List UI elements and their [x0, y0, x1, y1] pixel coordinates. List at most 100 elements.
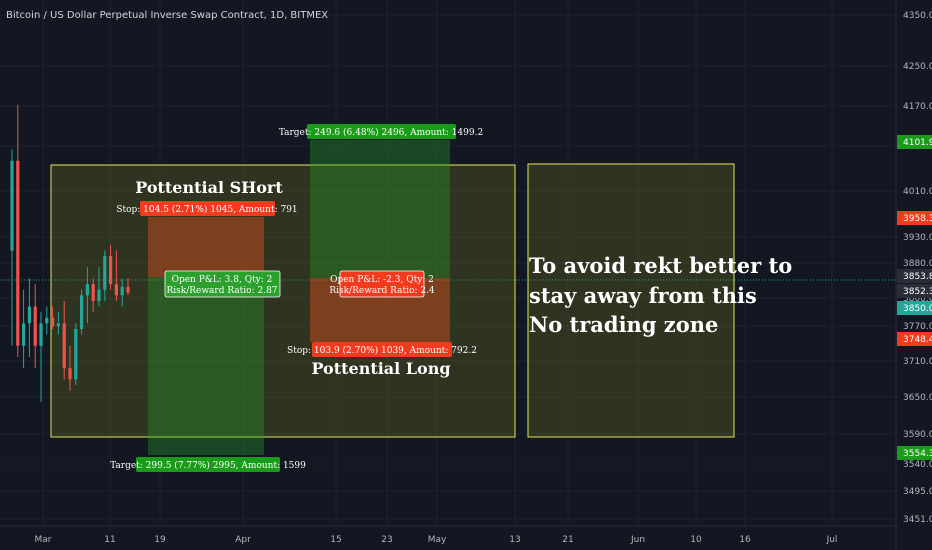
time-tick-label: 21 [562, 535, 573, 545]
candle[interactable] [120, 278, 124, 307]
time-tick-label: 10 [690, 535, 702, 545]
short-stop-area[interactable] [148, 217, 264, 277]
candle[interactable] [68, 345, 72, 391]
short-target-badge[interactable] [136, 457, 280, 472]
left-no-trade-zone[interactable] [50, 164, 516, 438]
candle[interactable] [74, 323, 78, 386]
time-tick-label: 11 [104, 535, 115, 545]
candle[interactable] [27, 278, 31, 357]
price-tag: 4101.9 [897, 135, 932, 149]
long-info-line1: Open P&L: -2.3, Qty: 2 [330, 275, 434, 285]
price-tag-bg [897, 301, 932, 315]
candle-body [91, 284, 95, 301]
short-target-area[interactable] [148, 277, 264, 455]
candle[interactable] [22, 289, 26, 369]
long-target-badge[interactable] [307, 124, 456, 139]
long-zone-heading: Pottential Long [311, 359, 450, 378]
candle-body [39, 323, 43, 346]
price-tag-label: 4101.9 [903, 138, 932, 148]
chart-title: Bitcoin / US Dollar Perpetual Inverse Sw… [6, 10, 328, 21]
candle-body [74, 328, 78, 380]
long-info-badge[interactable] [339, 270, 425, 298]
candle[interactable] [80, 289, 84, 335]
candle[interactable] [103, 250, 107, 301]
price-tick-label: 3930.0 [903, 233, 932, 243]
price-tick-label: 4250.0 [903, 62, 932, 72]
price-tick-label: 3880.0 [903, 259, 932, 269]
candle-body [45, 317, 49, 324]
price-tick-label: 4350.0 [903, 11, 932, 21]
price-tag-label: 3850.0 [903, 304, 932, 314]
candle[interactable] [33, 284, 37, 369]
candle[interactable] [114, 250, 118, 301]
long-stop-badge[interactable] [312, 342, 452, 357]
long-target-area[interactable] [310, 140, 450, 278]
candle-body [10, 160, 14, 251]
candle[interactable] [16, 104, 20, 357]
candle[interactable] [97, 267, 101, 307]
price-tag-bg [897, 332, 932, 346]
price-tick-label: 3451.0 [903, 515, 932, 525]
long-target-label: Target: 249.6 (6.48%) 2496, Amount: 1499… [279, 127, 483, 138]
price-tick-label: 3590.0 [903, 430, 932, 440]
short-info-badge[interactable] [164, 270, 281, 298]
price-tag-label: 3852.3 [903, 287, 932, 297]
time-tick-label: 15 [330, 535, 341, 545]
candle[interactable] [56, 312, 60, 335]
price-tag: 3554.3 [897, 446, 932, 460]
short-info-line2: Risk/Reward Ratio: 2.87 [166, 286, 277, 296]
note-line-2: stay away from this [529, 283, 757, 308]
candle-body [109, 256, 113, 285]
candle[interactable] [45, 306, 49, 335]
candle-body [120, 286, 124, 296]
candle[interactable] [85, 267, 89, 324]
candle-body [97, 289, 101, 301]
candle-body [114, 284, 118, 296]
short-info-line1: Open P&L: 3.8, Qty: 2 [172, 275, 273, 285]
price-axis[interactable]: 4350.04250.04170.04090.04010.03930.03880… [903, 11, 932, 525]
price-tag-bg [897, 269, 932, 283]
candle-body [51, 317, 55, 327]
candle[interactable] [10, 149, 14, 346]
time-axis[interactable]: Mar 11 19 Apr 15 23 May 13 21 Jun 10 16 Jul [35, 535, 838, 545]
price-tick-label: 3540.0 [903, 460, 932, 470]
candle-body [126, 286, 130, 293]
candle-body [27, 306, 31, 324]
candle-body [62, 323, 66, 369]
time-tick-label: 19 [154, 535, 166, 545]
candle[interactable] [39, 312, 43, 402]
price-tag-label: 3853.8 [903, 272, 932, 282]
price-tag: 3958.3 [897, 211, 932, 225]
candle[interactable] [109, 244, 113, 290]
long-info-line2: Risk/Reward Ratio: 2.4 [329, 286, 435, 296]
price-tag: 3850.0 [897, 301, 932, 315]
left-zone-box[interactable] [50, 164, 516, 438]
price-tag-label: 3958.3 [903, 214, 932, 224]
note-line-3: No trading zone [529, 312, 718, 337]
short-stop-badge[interactable] [140, 201, 275, 216]
price-tick-label: 4010.0 [903, 187, 932, 197]
candle[interactable] [91, 278, 95, 313]
right-no-trade-zone[interactable]: To avoid rekt better to stay away from t… [527, 163, 792, 438]
time-tick-label: 16 [739, 535, 751, 545]
candle[interactable] [62, 300, 66, 380]
candlestick-series[interactable] [10, 104, 130, 402]
price-tag-bg [897, 446, 932, 460]
price-tick-label: 3770.0 [903, 322, 932, 332]
candle[interactable] [126, 278, 130, 296]
long-position-tool[interactable]: Target: 249.6 (6.48%) 2496, Amount: 1499… [279, 124, 483, 357]
price-tag: 3852.3 [897, 284, 932, 298]
candle-body [68, 368, 72, 380]
time-tick-label: Jul [826, 535, 838, 545]
candle[interactable] [51, 306, 55, 329]
right-zone-box[interactable] [527, 163, 735, 438]
short-position-tool[interactable]: Stop: 104.5 (2.71%) 1045, Amount: 791 Op… [110, 201, 306, 472]
time-tick-label: Mar [35, 535, 52, 545]
grid-lines [0, 0, 896, 526]
price-tag: 3853.8 [897, 269, 932, 283]
price-tick-label: 3800.0 [903, 294, 932, 304]
price-tags: 4101.9 3958.3 3853.8 3852.3 3850.0 3748.4 3554… [897, 135, 932, 460]
price-tag-label: 3748.4 [903, 335, 932, 345]
